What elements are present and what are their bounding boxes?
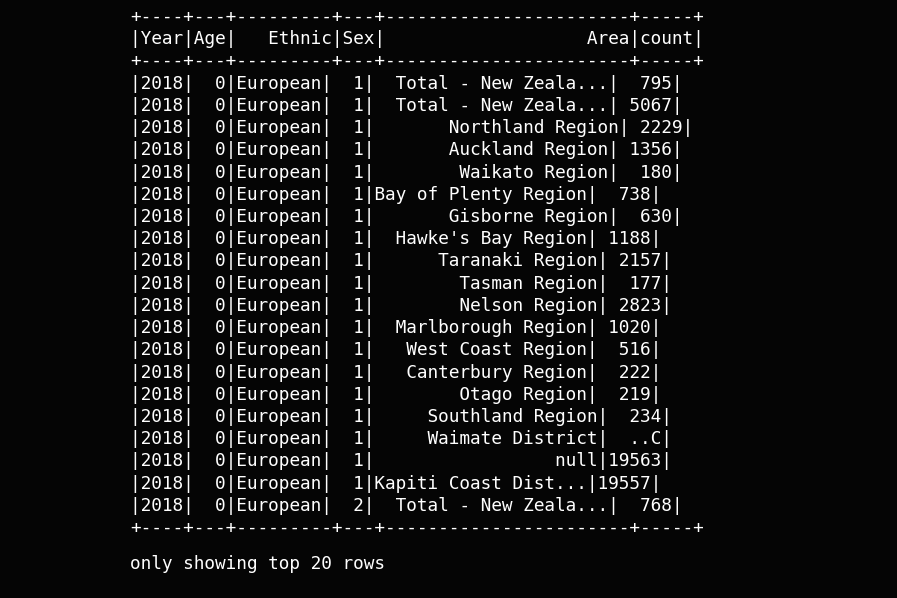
Text: only showing top 20 rows: only showing top 20 rows (130, 555, 385, 573)
Text: |2018|  0|European|  1|       Northland Region| 2229|: |2018| 0|European| 1| Northland Region| … (130, 119, 693, 137)
Text: |2018|  0|European|  1|  Marlborough Region| 1020|: |2018| 0|European| 1| Marlborough Region… (130, 319, 661, 337)
Text: |2018|  0|European|  1|Kapiti Coast Dist...|19557|: |2018| 0|European| 1|Kapiti Coast Dist..… (130, 475, 661, 493)
Text: |2018|  0|European|  1|Bay of Plenty Region|  738|: |2018| 0|European| 1|Bay of Plenty Regio… (130, 186, 661, 204)
Text: |2018|  0|European|  1|        Tasman Region|  177|: |2018| 0|European| 1| Tasman Region| 177… (130, 274, 672, 292)
Text: |2018|  0|European|  1|                 null|19563|: |2018| 0|European| 1| null|19563| (130, 453, 672, 471)
Text: |2018|  0|European|  1|        Nelson Region| 2823|: |2018| 0|European| 1| Nelson Region| 282… (130, 297, 672, 315)
Text: |2018|  0|European|  1|      Taranaki Region| 2157|: |2018| 0|European| 1| Taranaki Region| 2… (130, 252, 672, 270)
Text: +----+---+---------+---+-----------------------+-----+: +----+---+---------+---+----------------… (130, 53, 704, 71)
Text: |Year|Age|   Ethnic|Sex|                   Area|count|: |Year|Age| Ethnic|Sex| Area|count| (130, 30, 704, 48)
Text: |2018|  0|European|  2|  Total - New Zeala...|  768|: |2018| 0|European| 2| Total - New Zeala.… (130, 497, 683, 515)
Text: |2018|  0|European|  1|       Gisborne Region|  630|: |2018| 0|European| 1| Gisborne Region| 6… (130, 208, 683, 226)
Text: |2018|  0|European|  1|  Total - New Zeala...| 5067|: |2018| 0|European| 1| Total - New Zeala.… (130, 97, 683, 115)
Text: |2018|  0|European|  1|        Otago Region|  219|: |2018| 0|European| 1| Otago Region| 219| (130, 386, 661, 404)
Text: |2018|  0|European|  1|        Waikato Region|  180|: |2018| 0|European| 1| Waikato Region| 18… (130, 164, 683, 182)
Text: |2018|  0|European|  1|  Total - New Zeala...|  795|: |2018| 0|European| 1| Total - New Zeala.… (130, 75, 683, 93)
Text: |2018|  0|European|  1|     Southland Region|  234|: |2018| 0|European| 1| Southland Region| … (130, 408, 672, 426)
Text: |2018|  0|European|  1|     Waimate District|  ..C|: |2018| 0|European| 1| Waimate District| … (130, 430, 672, 448)
Text: |2018|  0|European|  1|       Auckland Region| 1356|: |2018| 0|European| 1| Auckland Region| 1… (130, 141, 683, 159)
Text: +----+---+---------+---+-----------------------+-----+: +----+---+---------+---+----------------… (130, 519, 704, 537)
Text: |2018|  0|European|  1|   Canterbury Region|  222|: |2018| 0|European| 1| Canterbury Region|… (130, 364, 661, 382)
Text: +----+---+---------+---+-----------------------+-----+: +----+---+---------+---+----------------… (130, 8, 704, 26)
Text: |2018|  0|European|  1|  Hawke's Bay Region| 1188|: |2018| 0|European| 1| Hawke's Bay Region… (130, 230, 661, 248)
Text: |2018|  0|European|  1|   West Coast Region|  516|: |2018| 0|European| 1| West Coast Region|… (130, 341, 661, 359)
